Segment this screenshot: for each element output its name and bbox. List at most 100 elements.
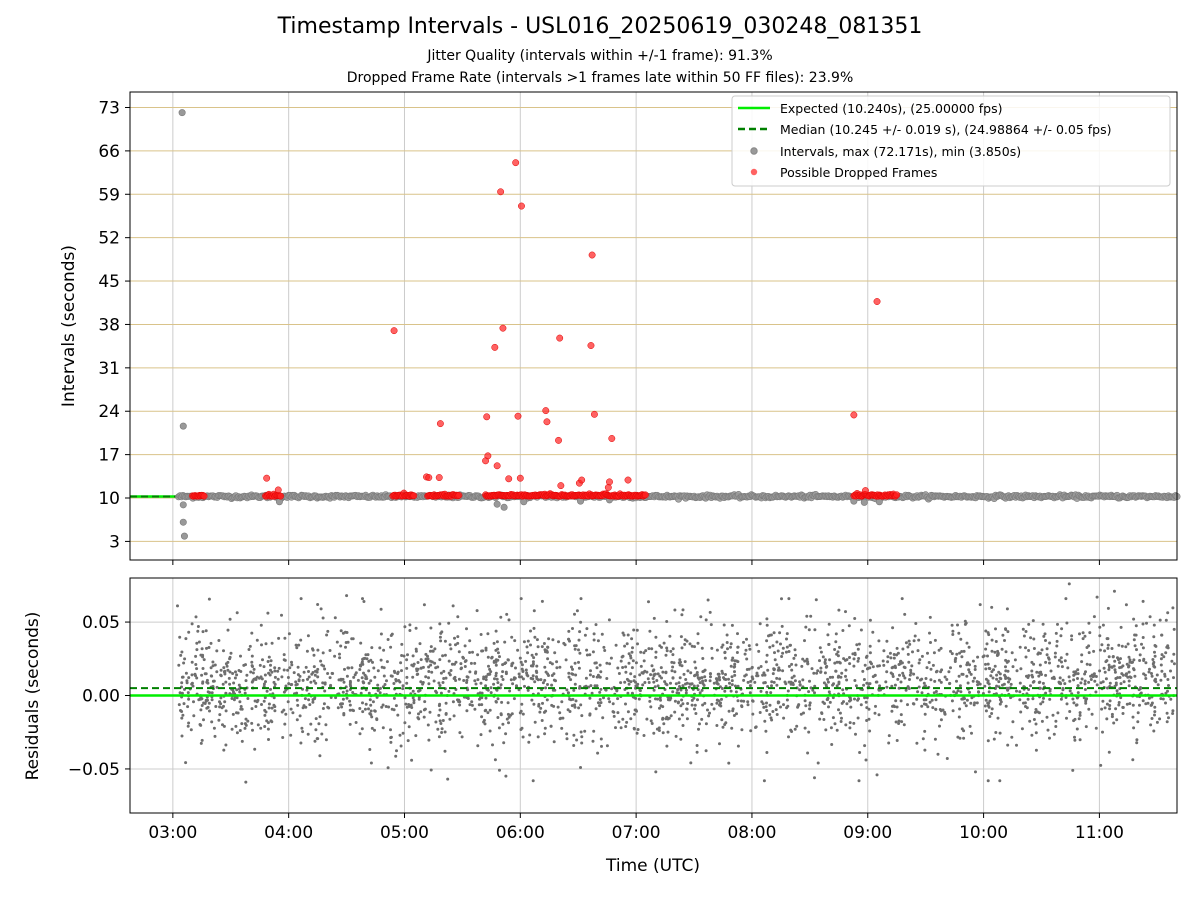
residual-point	[912, 639, 916, 643]
residual-point	[180, 691, 184, 695]
residual-point	[307, 670, 310, 673]
residual-point	[929, 678, 933, 682]
residual-point	[511, 682, 515, 686]
residual-point	[1094, 690, 1098, 694]
residual-point	[497, 726, 501, 730]
residual-point	[479, 681, 483, 685]
residual-point	[1138, 703, 1141, 707]
residual-point	[202, 718, 205, 722]
residual-point	[382, 674, 386, 678]
residual-point	[625, 642, 629, 646]
residual-point	[306, 732, 310, 736]
residual-point	[500, 675, 504, 678]
residual-point	[994, 640, 998, 643]
residual-point	[692, 684, 696, 688]
residual-point	[1095, 683, 1099, 687]
residual-point	[400, 654, 404, 657]
residual-point	[286, 676, 290, 679]
residual-point	[859, 628, 863, 632]
residual-point	[700, 646, 704, 650]
residual-point	[701, 657, 705, 660]
residual-point	[728, 681, 731, 685]
residual-point	[1114, 707, 1118, 711]
residual-point	[427, 738, 431, 742]
residual-point	[406, 739, 410, 743]
residual-point	[206, 690, 210, 694]
residual-point	[673, 710, 677, 714]
residual-point	[239, 654, 242, 658]
residual-point	[507, 721, 510, 725]
residual-point	[444, 712, 448, 716]
residual-point	[518, 656, 522, 660]
residual-point	[364, 653, 368, 657]
residual-point	[665, 744, 669, 748]
residual-point	[624, 665, 628, 669]
residual-point	[443, 653, 447, 657]
residuals-x-ticks: 03:00 04:00 05:00 06:00 07:00 08:00 09:00 10:00…	[148, 813, 1124, 843]
residual-point	[882, 649, 886, 653]
residual-point	[745, 657, 749, 661]
residual-point	[787, 650, 791, 653]
intervals-y-axis-label: Intervals (seconds)	[59, 245, 79, 407]
residual-point	[670, 669, 674, 673]
dropped-frame-point	[861, 487, 869, 495]
residual-point	[1004, 650, 1008, 654]
residual-point	[315, 670, 319, 674]
residual-point	[314, 717, 318, 721]
residual-point	[323, 667, 327, 671]
residual-point	[774, 708, 778, 712]
residual-point	[529, 676, 533, 680]
residual-point	[505, 717, 509, 721]
residual-point	[361, 701, 364, 705]
residual-point	[362, 600, 366, 603]
residual-point	[773, 658, 777, 662]
residual-point	[743, 674, 747, 678]
residual-point	[226, 668, 230, 672]
residual-point	[887, 734, 891, 738]
residual-point	[531, 660, 535, 664]
residual-point	[255, 675, 259, 679]
residual-point	[1144, 661, 1148, 665]
residual-point	[297, 643, 301, 647]
residual-point	[201, 667, 205, 670]
residual-point	[1118, 661, 1121, 665]
residual-point	[194, 654, 198, 658]
residual-point	[775, 683, 779, 687]
residual-point	[1106, 637, 1110, 641]
residual-point	[1110, 647, 1114, 650]
residual-point	[244, 679, 248, 683]
residual-point	[487, 672, 491, 676]
residual-point	[577, 638, 581, 642]
residual-point	[415, 673, 419, 676]
residual-point	[406, 653, 409, 657]
residual-point	[577, 660, 580, 664]
residual-point	[664, 653, 668, 657]
residual-point	[673, 608, 677, 612]
residual-point	[1045, 647, 1049, 651]
legend: Expected (10.240s), (25.00000 fps) Media…	[731, 95, 1171, 187]
residual-point	[680, 646, 684, 650]
residual-point	[348, 679, 352, 683]
residual-point	[945, 678, 949, 681]
residual-point	[543, 665, 547, 669]
residual-point	[1006, 630, 1010, 634]
residual-point	[324, 738, 328, 742]
residual-point	[473, 679, 477, 683]
residual-point	[552, 740, 556, 744]
residual-point	[187, 721, 191, 725]
dropped-frame-point	[543, 418, 551, 426]
residual-point	[629, 717, 633, 721]
residual-point	[1172, 676, 1175, 680]
residual-point	[267, 671, 271, 675]
residual-point	[1087, 707, 1091, 711]
residual-point	[480, 703, 484, 707]
residual-point	[1035, 670, 1039, 674]
dropped-frame-point	[410, 492, 418, 500]
residual-point	[700, 717, 704, 721]
residual-point	[482, 720, 486, 724]
residual-point	[1068, 710, 1072, 713]
residual-point	[915, 676, 919, 680]
residual-point	[653, 685, 657, 689]
dropped-frame-point	[425, 474, 433, 482]
residual-point	[868, 618, 872, 622]
